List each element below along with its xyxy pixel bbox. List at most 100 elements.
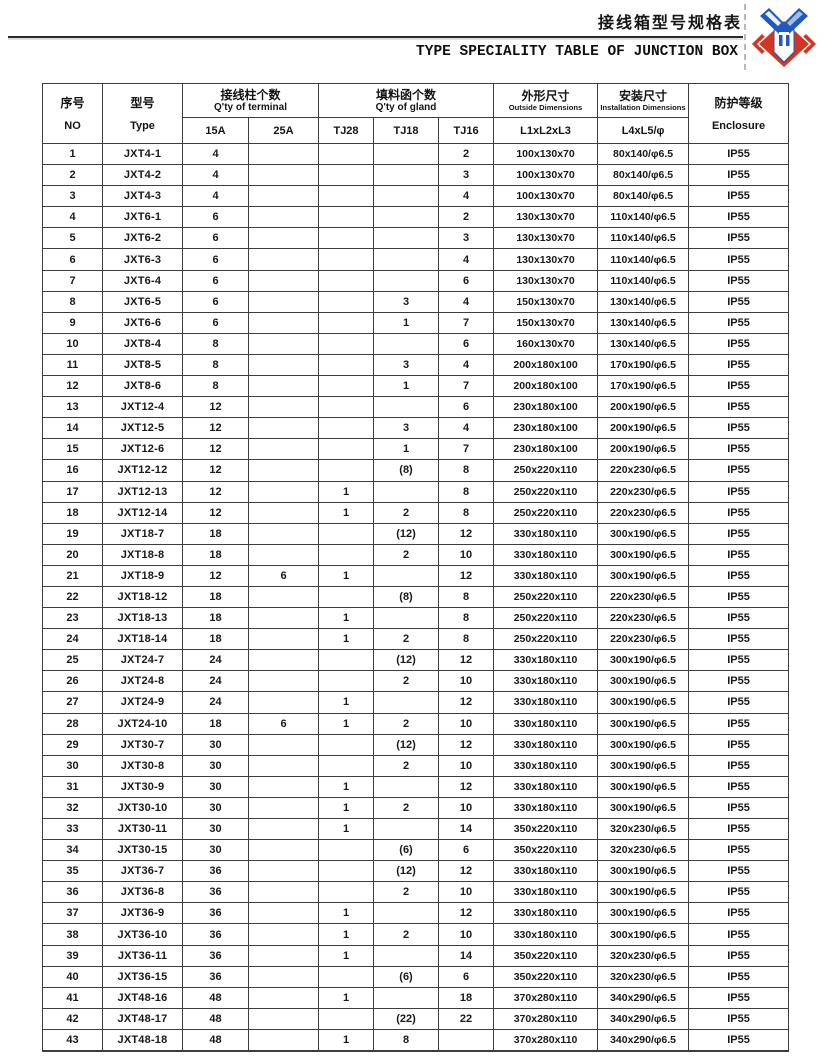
- cell-outside-dimensions: 350x220x110: [493, 839, 599, 862]
- cell-gland-tj18: [373, 902, 440, 925]
- cell-installation-dimensions: 130x140/φ6.5: [597, 290, 690, 313]
- cell-qty-15a: 30: [182, 839, 249, 862]
- cell-gland-tj16: [438, 1028, 495, 1052]
- cell-qty-15a: 8: [182, 375, 249, 398]
- cell-no: 23: [42, 607, 103, 630]
- cell-qty-15a: 8: [182, 332, 249, 355]
- cell-qty-15a: 6: [182, 227, 249, 250]
- cell-gland-tj18: 2: [373, 543, 440, 566]
- cell-outside-dimensions: 330x180x110: [493, 860, 599, 883]
- cell-installation-dimensions: 220x230/φ6.5: [597, 501, 690, 524]
- cell-gland-tj18: (22): [373, 1007, 440, 1030]
- cell-gland-tj16: 12: [438, 564, 495, 587]
- cell-gland-tj16: 8: [438, 501, 495, 524]
- cell-installation-dimensions: 200x190/φ6.5: [597, 417, 690, 440]
- cell-gland-tj16: 7: [438, 438, 495, 461]
- cell-gland-tj28: [318, 164, 375, 187]
- cell-gland-tj28: 1: [318, 691, 375, 714]
- table-row: 27 JXT24-9 24 1 12 330x180x110 300x190/φ6.5 IP5…: [42, 691, 790, 714]
- page-title-english: TYPE SPECIALITY TABLE OF JUNCTION BOX: [416, 44, 738, 60]
- table-row: 16 JXT12-12 12 (8) 8 250x220x110 220x230/φ6.5 I…: [42, 459, 790, 482]
- cell-gland-tj28: [318, 290, 375, 313]
- table-row: 28 JXT24-10 18 6 1 2 10 330x180x110 300x190/φ6.5…: [42, 712, 790, 735]
- cell-enclosure: IP55: [688, 691, 790, 714]
- cell-qty-25a: [247, 965, 320, 988]
- cell-qty-25a: [247, 775, 320, 798]
- cell-outside-dimensions: 250x220x110: [493, 607, 599, 630]
- cell-qty-15a: 18: [182, 522, 249, 545]
- cell-type: JXT12-13: [102, 480, 183, 503]
- cell-gland-tj18: 2: [373, 712, 440, 735]
- cell-gland-tj16: 10: [438, 543, 495, 566]
- cell-qty-15a: 12: [182, 396, 249, 419]
- cell-outside-dimensions: 230x180x100: [493, 396, 599, 419]
- cell-qty-25a: [247, 290, 320, 313]
- cell-enclosure: IP55: [688, 396, 790, 419]
- cell-gland-tj16: 4: [438, 353, 495, 377]
- cell-installation-dimensions: 110x140/φ6.5: [597, 269, 690, 292]
- cell-installation-dimensions: 130x140/φ6.5: [597, 332, 690, 355]
- cell-no: 1: [42, 142, 103, 166]
- cell-enclosure: IP55: [688, 965, 790, 988]
- cell-enclosure: IP55: [688, 902, 790, 925]
- cell-qty-25a: [247, 459, 320, 482]
- cell-outside-dimensions: 330x180x110: [493, 670, 599, 693]
- cell-gland-tj16: 18: [438, 986, 495, 1009]
- cell-installation-dimensions: 340x290/φ6.5: [597, 1007, 690, 1030]
- cell-gland-tj28: [318, 754, 375, 777]
- cell-installation-dimensions: 340x290/φ6.5: [597, 1028, 690, 1052]
- cell-no: 35: [42, 860, 103, 883]
- cell-gland-tj18: 3: [373, 353, 440, 377]
- cell-qty-25a: [247, 860, 320, 883]
- cell-installation-dimensions: 110x140/φ6.5: [597, 248, 690, 271]
- col-header-enclosure-cn: 防护等级: [714, 95, 763, 110]
- table-row: 24 JXT18-14 18 1 2 8 250x220x110 220x230/φ6.5 IP…: [42, 628, 790, 651]
- table-row: 23 JXT18-13 18 1 8 250x220x110 220x230/φ6.5 IP5…: [42, 607, 790, 630]
- cell-qty-15a: 4: [182, 164, 249, 187]
- cell-gland-tj16: 8: [438, 585, 495, 609]
- cell-enclosure: IP55: [688, 353, 790, 377]
- cell-gland-tj16: 14: [438, 817, 495, 841]
- cell-gland-tj16: 4: [438, 185, 495, 208]
- table-row: 9 JXT6-6 6 1 7 150x130x70 130x140/φ6.5 IP55: [42, 311, 790, 334]
- cell-enclosure: IP55: [688, 775, 790, 798]
- cell-type: JXT36-9: [102, 902, 183, 925]
- cell-enclosure: IP55: [688, 628, 790, 651]
- cell-qty-25a: [247, 501, 320, 524]
- cell-gland-tj28: 1: [318, 501, 375, 524]
- cell-installation-dimensions: 110x140/φ6.5: [597, 206, 690, 229]
- cell-qty-15a: 18: [182, 543, 249, 566]
- cell-type: JXT18-12: [102, 585, 183, 609]
- cell-installation-dimensions: 320x230/φ6.5: [597, 965, 690, 988]
- cell-qty-15a: 30: [182, 754, 249, 777]
- cell-no: 14: [42, 417, 103, 440]
- cell-qty-25a: [247, 1028, 320, 1052]
- cell-type: JXT8-4: [102, 332, 183, 355]
- cell-no: 5: [42, 227, 103, 250]
- cell-type: JXT24-9: [102, 691, 183, 714]
- cell-type: JXT48-16: [102, 986, 183, 1009]
- cell-gland-tj28: 1: [318, 712, 375, 735]
- cell-qty-15a: 6: [182, 269, 249, 292]
- cell-outside-dimensions: 250x220x110: [493, 459, 599, 482]
- cell-qty-15a: 36: [182, 923, 249, 946]
- cell-no: 27: [42, 691, 103, 714]
- cell-outside-dimensions: 330x180x110: [493, 902, 599, 925]
- cell-qty-25a: [247, 902, 320, 925]
- cell-gland-tj16: 10: [438, 881, 495, 904]
- cell-gland-tj18: 2: [373, 628, 440, 651]
- cell-qty-15a: 36: [182, 881, 249, 904]
- cell-enclosure: IP55: [688, 290, 790, 313]
- junction-box-spec-table: 序号 NO 型号 Type 接线柱个数 Q'ty of terminal 填料函…: [42, 83, 790, 1053]
- cell-enclosure: IP55: [688, 417, 790, 440]
- cell-no: 28: [42, 712, 103, 735]
- cell-qty-25a: [247, 881, 320, 904]
- cell-gland-tj18: 2: [373, 670, 440, 693]
- table-row: 18 JXT12-14 12 1 2 8 250x220x110 220x230/φ6.5 IP…: [42, 501, 790, 524]
- cell-type: JXT8-5: [102, 353, 183, 377]
- cell-gland-tj18: [373, 480, 440, 503]
- cell-gland-tj16: 12: [438, 902, 495, 925]
- cell-qty-25a: [247, 585, 320, 609]
- cell-gland-tj16: 14: [438, 944, 495, 967]
- col-header-no-cn: 序号: [60, 95, 85, 110]
